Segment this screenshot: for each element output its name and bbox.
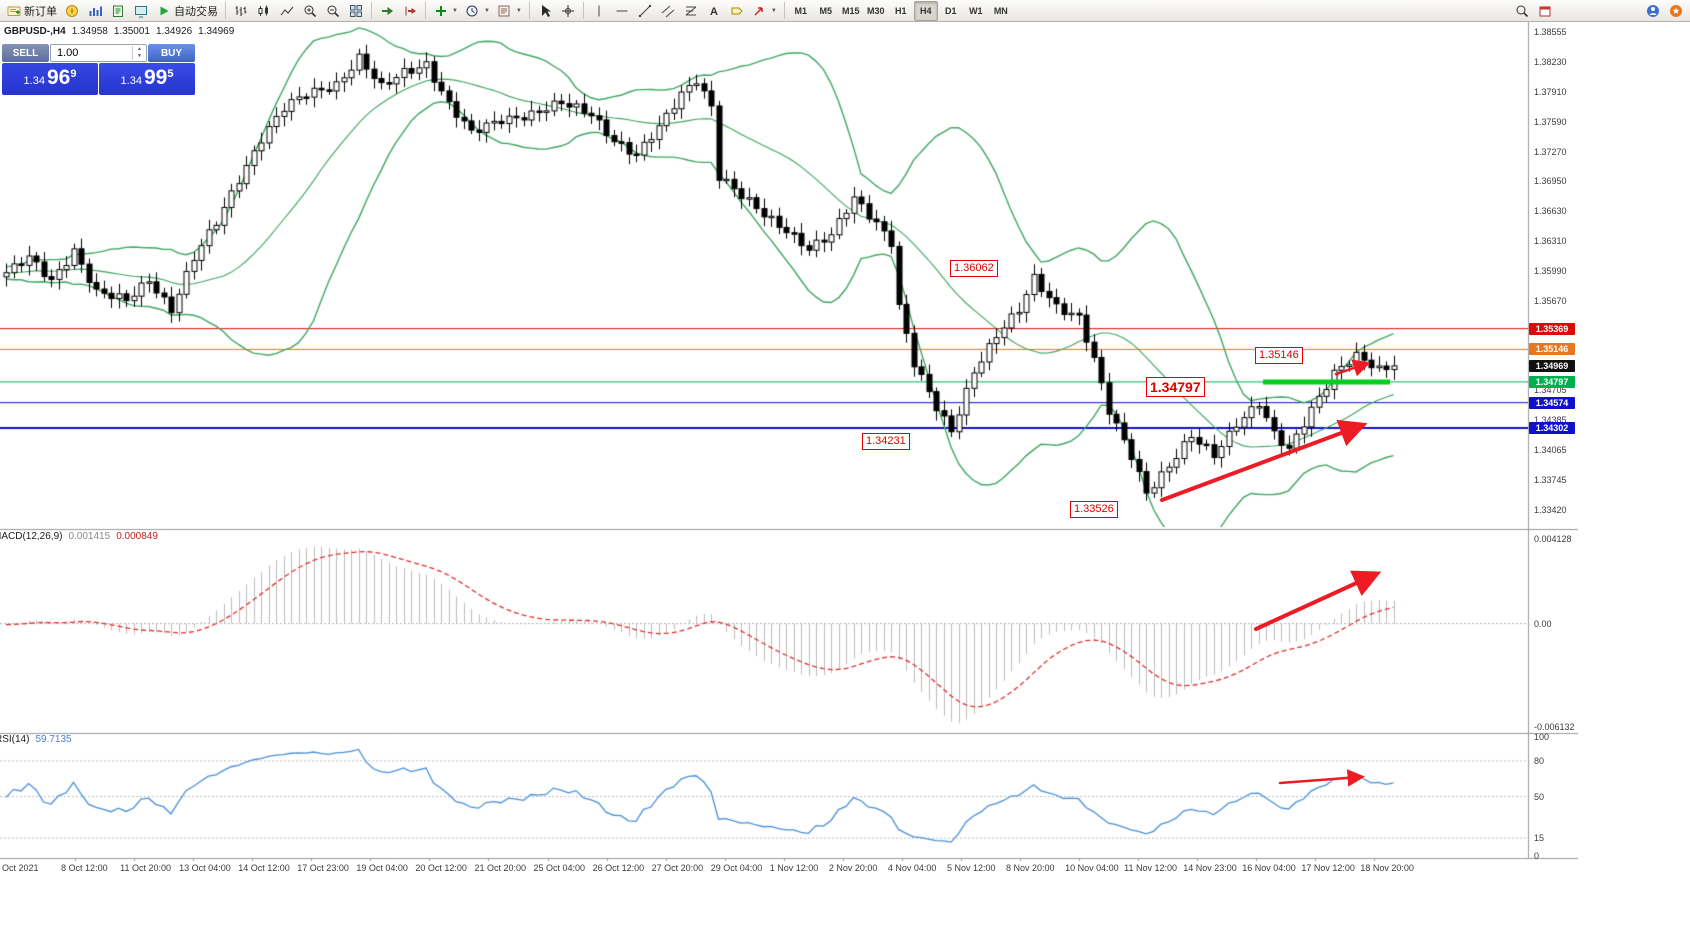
zoom-out-button[interactable] <box>322 1 344 21</box>
zoom-in-icon <box>303 3 318 18</box>
candlestick-chart-icon <box>257 3 272 18</box>
text-label-tool-button[interactable] <box>726 1 748 21</box>
data-window-button[interactable] <box>107 1 129 21</box>
timeframe-mn-button[interactable]: MN <box>989 1 1013 21</box>
profile-icon <box>1669 3 1684 18</box>
indicators-icon <box>433 3 448 18</box>
arrows-tool-button[interactable]: ▼ <box>749 1 780 21</box>
market-watch-button[interactable] <box>84 1 106 21</box>
chart-shift-button[interactable] <box>399 1 421 21</box>
price-chart-canvas[interactable] <box>0 22 1690 942</box>
cursor-button[interactable] <box>534 1 556 21</box>
new-order-icon <box>6 3 21 18</box>
profile-button[interactable] <box>1665 1 1687 21</box>
svg-text:A: A <box>710 6 718 18</box>
templates-button[interactable]: ▼ <box>494 1 525 21</box>
chevron-down-icon: ▼ <box>452 7 458 14</box>
timeframe-m15-button[interactable]: M15 <box>839 1 863 21</box>
toolbar-separator <box>528 2 530 19</box>
community-icon <box>1646 3 1661 18</box>
trendline-tool-button[interactable] <box>634 1 656 21</box>
chevron-down-icon: ▼ <box>483 7 490 14</box>
autotrading-button[interactable]: 自动交易 <box>153 1 221 21</box>
zoom-out-icon <box>326 3 341 18</box>
timeframe-d1-button[interactable]: D1 <box>939 1 963 21</box>
line-chart-button[interactable] <box>276 1 298 21</box>
new-order-button[interactable]: 新订单 <box>3 1 60 21</box>
line-chart-icon <box>280 3 295 18</box>
market-watch-icon <box>88 3 103 18</box>
toolbar-separator <box>582 2 584 19</box>
community-button[interactable] <box>1642 1 1664 21</box>
templates-icon <box>497 3 512 18</box>
toolbar-separator <box>425 2 426 19</box>
zoom-in-button[interactable] <box>299 1 321 21</box>
fibonacci-tool-button[interactable] <box>680 1 702 21</box>
toolbar-separator <box>371 2 372 19</box>
bar-chart-button[interactable] <box>230 1 252 21</box>
trendline-icon <box>637 3 652 18</box>
autotrading-label: 自动交易 <box>174 5 218 18</box>
terminal-icon <box>134 3 149 18</box>
crosshair-button[interactable] <box>557 1 579 21</box>
chart-shift-icon <box>403 3 418 18</box>
periods-icon <box>465 3 480 18</box>
indicators-button[interactable]: ▼ <box>430 1 461 21</box>
cursor-icon <box>537 3 552 18</box>
main-toolbar: 新订单 自动交易 <box>0 0 1690 22</box>
autotrading-icon <box>156 3 171 18</box>
new-order-label: 新订单 <box>24 5 57 18</box>
chevron-down-icon: ▼ <box>515 7 522 14</box>
search-icon <box>1515 3 1530 18</box>
data-window-icon <box>111 3 126 18</box>
timeframe-m5-button[interactable]: M5 <box>814 1 838 21</box>
arrows-icon <box>752 3 767 18</box>
navigator-button[interactable] <box>61 1 83 21</box>
search-button[interactable] <box>1511 1 1533 21</box>
text-tool-button[interactable]: A <box>703 1 725 21</box>
vertical-line-icon <box>591 3 606 18</box>
auto-scroll-icon <box>380 3 395 18</box>
bar-chart-icon <box>234 3 249 18</box>
navigator-icon <box>65 3 80 18</box>
calendar-button[interactable] <box>1534 1 1556 21</box>
channel-tool-button[interactable] <box>657 1 679 21</box>
calendar-icon <box>1538 3 1553 18</box>
vertical-line-tool-button[interactable] <box>588 1 610 21</box>
timeframe-m1-button[interactable]: M1 <box>789 1 813 21</box>
tile-windows-icon <box>349 3 364 18</box>
auto-scroll-button[interactable] <box>376 1 398 21</box>
tile-windows-button[interactable] <box>345 1 367 21</box>
crosshair-icon <box>560 3 575 18</box>
timeframe-h4-button[interactable]: H4 <box>913 0 938 21</box>
text-icon: A <box>706 3 721 18</box>
timeframe-w1-button[interactable]: W1 <box>964 1 988 21</box>
candlestick-chart-button[interactable] <box>253 1 275 21</box>
timeframe-h1-button[interactable]: H1 <box>889 1 913 21</box>
fibonacci-icon <box>683 3 698 18</box>
terminal-button[interactable] <box>130 1 152 21</box>
label-icon <box>729 3 744 18</box>
toolbar-separator <box>783 2 785 19</box>
chevron-down-icon: ▼ <box>770 7 777 14</box>
channel-icon <box>660 3 675 18</box>
toolbar-separator <box>225 2 226 19</box>
horizontal-line-icon <box>614 3 629 18</box>
periods-button[interactable]: ▼ <box>462 1 493 21</box>
horizontal-line-tool-button[interactable] <box>611 1 633 21</box>
timeframe-m30-button[interactable]: M30 <box>864 1 888 21</box>
